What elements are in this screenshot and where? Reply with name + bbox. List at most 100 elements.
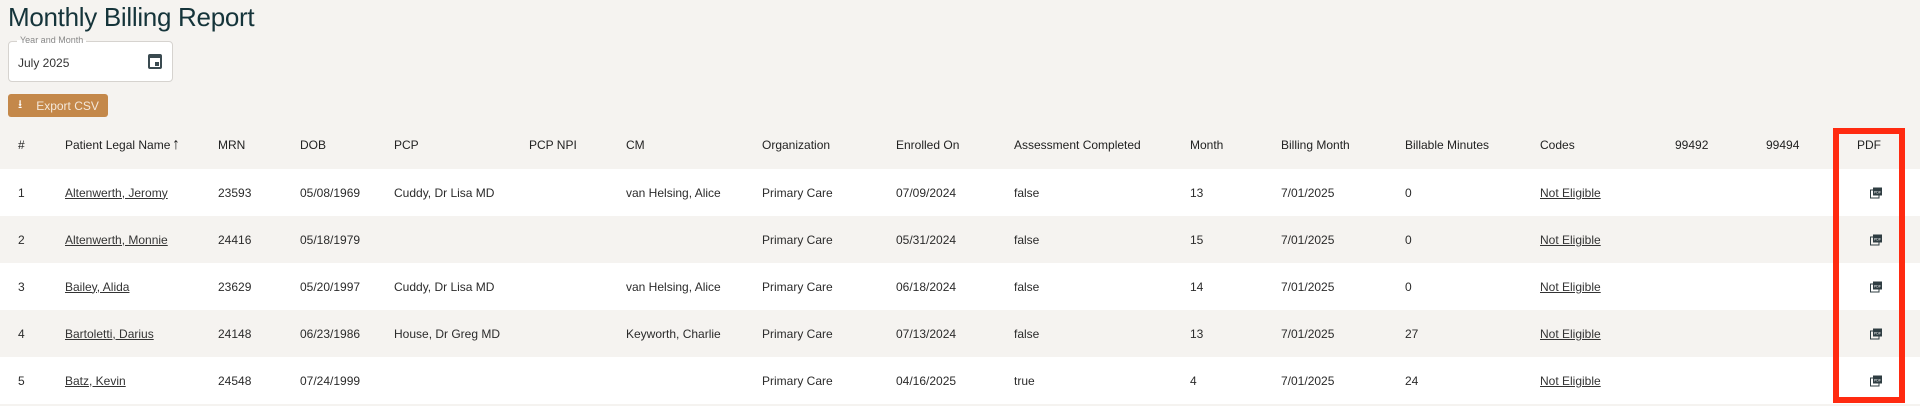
field-label: Year and Month (17, 35, 87, 45)
header-month[interactable]: Month (1190, 138, 1224, 152)
table-row: 2 Altenwerth, Monnie 24416 05/18/1979 Primar… (0, 216, 1920, 263)
pdf-icon[interactable]: PDF (1870, 281, 1882, 292)
billing-month-cell: 7/01/2025 (1281, 279, 1335, 294)
codes-cell[interactable]: Not Eligible (1540, 232, 1601, 247)
month-cell: 13 (1190, 185, 1204, 200)
patient-name-cell[interactable]: Bartoletti, Darius (65, 326, 154, 341)
svg-text:PDF: PDF (1874, 190, 1881, 194)
dob-cell: 06/23/1986 (300, 326, 361, 341)
header-patient-name[interactable]: Patient Legal Name (65, 138, 171, 152)
enrolled-on-cell: 05/31/2024 (896, 232, 957, 247)
calendar-icon[interactable] (148, 54, 162, 69)
mrn-cell: 23593 (218, 185, 252, 200)
pdf-column-highlight (1833, 128, 1905, 403)
month-cell: 14 (1190, 279, 1204, 294)
table-row: 4 Bartoletti, Darius 24148 06/23/1986 House,… (0, 310, 1920, 357)
mrn-cell: 24148 (218, 326, 252, 341)
table-row: 1 Altenwerth, Jeromy 23593 05/08/1969 Cuddy,… (0, 169, 1920, 216)
table-row: 5 Batz, Kevin 24548 07/24/1999 Primary Care 0… (0, 357, 1920, 404)
pdf-icon[interactable]: PDF (1870, 328, 1882, 339)
row-number-cell: 4 (18, 326, 25, 341)
patient-name-cell[interactable]: Altenwerth, Jeromy (65, 185, 168, 200)
svg-text:PDF: PDF (1874, 331, 1881, 335)
organization-cell: Primary Care (762, 326, 833, 341)
month-cell: 15 (1190, 232, 1204, 247)
header-organization[interactable]: Organization (762, 138, 831, 152)
mrn-cell: 23629 (218, 279, 252, 294)
svg-text:PDF: PDF (1874, 378, 1881, 382)
header-code-99492[interactable]: 99492 (1675, 138, 1709, 152)
enrolled-on-cell: 07/13/2024 (896, 326, 957, 341)
pdf-icon[interactable]: PDF (1870, 375, 1882, 386)
sort-ascending-icon[interactable]: ↑ (172, 136, 180, 153)
enrolled-on-cell: 07/09/2024 (896, 185, 957, 200)
header-codes[interactable]: Codes (1540, 138, 1575, 152)
mrn-cell: 24416 (218, 232, 252, 247)
enrolled-on-cell: 06/18/2024 (896, 279, 957, 294)
codes-cell[interactable]: Not Eligible (1540, 326, 1601, 341)
billing-month-cell: 7/01/2025 (1281, 326, 1335, 341)
organization-cell: Primary Care (762, 279, 833, 294)
header-enrolled-on[interactable]: Enrolled On (896, 138, 960, 152)
row-number-cell: 1 (18, 185, 25, 200)
header-assessment-completed[interactable]: Assessment Completed (1014, 138, 1141, 152)
page-title: Monthly Billing Report (8, 2, 255, 32)
patient-name-cell[interactable]: Bailey, Alida (65, 279, 130, 294)
codes-cell[interactable]: Not Eligible (1540, 373, 1601, 388)
cm-cell: van Helsing, Alice (626, 185, 721, 200)
codes-cell[interactable]: Not Eligible (1540, 279, 1601, 294)
year-month-picker[interactable]: Year and Month July 2025 (8, 35, 173, 82)
header-pcp[interactable]: PCP (394, 138, 419, 152)
organization-cell: Primary Care (762, 373, 833, 388)
export-csv-button[interactable]: ⭳ Export CSV (8, 94, 108, 117)
enrolled-on-cell: 04/16/2025 (896, 373, 957, 388)
billable-minutes-cell: 27 (1405, 326, 1419, 341)
header-billable-minutes[interactable]: Billable Minutes (1405, 138, 1490, 152)
header-billing-month[interactable]: Billing Month (1281, 138, 1350, 152)
header-mrn[interactable]: MRN (218, 138, 246, 152)
row-number-cell: 5 (18, 373, 25, 388)
patient-name-cell[interactable]: Batz, Kevin (65, 373, 126, 388)
table-header-row: # Patient Legal Name MRN DOB PCP PCP NPI CM Org… (0, 121, 1920, 169)
assessment-completed-cell: false (1014, 185, 1040, 200)
month-cell: 4 (1190, 373, 1197, 388)
header-pdf[interactable]: PDF (1857, 138, 1881, 152)
billable-minutes-cell: 24 (1405, 373, 1419, 388)
row-number-cell: 2 (18, 232, 25, 247)
header-pcp-npi[interactable]: PCP NPI (529, 138, 577, 152)
patient-name-cell[interactable]: Altenwerth, Monnie (65, 232, 168, 247)
billing-month-cell: 7/01/2025 (1281, 373, 1335, 388)
pcp-cell: Cuddy, Dr Lisa MD (394, 279, 495, 294)
dob-cell: 05/08/1969 (300, 185, 361, 200)
assessment-completed-cell: false (1014, 326, 1040, 341)
year-month-value: July 2025 (18, 56, 70, 70)
header-code-99494[interactable]: 99494 (1766, 138, 1800, 152)
organization-cell: Primary Care (762, 185, 833, 200)
header-dob[interactable]: DOB (300, 138, 327, 152)
billable-minutes-cell: 0 (1405, 279, 1412, 294)
export-csv-label: Export CSV (36, 98, 99, 113)
assessment-completed-cell: false (1014, 279, 1040, 294)
download-icon: ⭳ (18, 97, 23, 111)
header-row-number[interactable]: # (18, 138, 25, 152)
pcp-cell: Cuddy, Dr Lisa MD (394, 185, 495, 200)
pcp-cell: House, Dr Greg MD (394, 326, 501, 341)
header-cm[interactable]: CM (626, 138, 645, 152)
svg-text:PDF: PDF (1874, 284, 1881, 288)
dob-cell: 05/18/1979 (300, 232, 361, 247)
pdf-icon[interactable]: PDF (1870, 234, 1882, 245)
billable-minutes-cell: 0 (1405, 185, 1412, 200)
assessment-completed-cell: true (1014, 373, 1035, 388)
svg-text:PDF: PDF (1874, 237, 1881, 241)
billing-month-cell: 7/01/2025 (1281, 232, 1335, 247)
mrn-cell: 24548 (218, 373, 252, 388)
billing-table: # Patient Legal Name MRN DOB PCP PCP NPI CM Org… (0, 121, 1920, 404)
codes-cell[interactable]: Not Eligible (1540, 185, 1601, 200)
cm-cell: Keyworth, Charlie (626, 326, 721, 341)
pdf-icon[interactable]: PDF (1870, 187, 1882, 198)
dob-cell: 07/24/1999 (300, 373, 361, 388)
dob-cell: 05/20/1997 (300, 279, 361, 294)
assessment-completed-cell: false (1014, 232, 1040, 247)
month-cell: 13 (1190, 326, 1204, 341)
organization-cell: Primary Care (762, 232, 833, 247)
